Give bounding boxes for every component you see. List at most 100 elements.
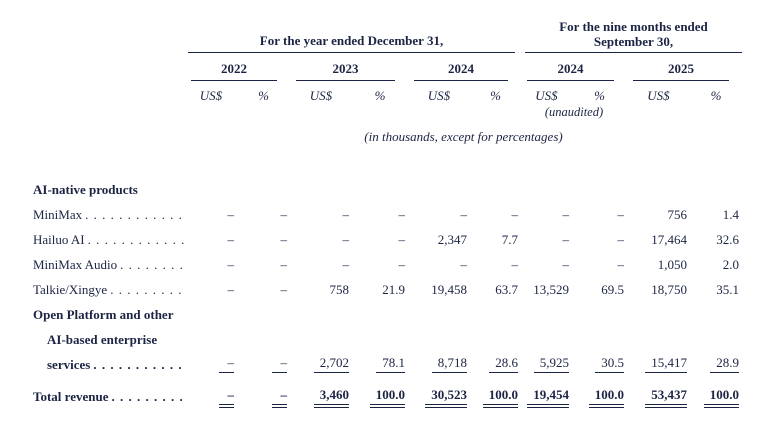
row-label: AI-native products [33,182,138,197]
value: – [227,257,235,272]
value-cell: – [237,387,290,408]
value-cell: – [237,355,290,375]
value-cell: 100.0 [352,387,408,408]
percent-unit-header: % [490,88,501,103]
value: – [227,232,235,247]
value-cell [470,348,521,350]
value-cell [290,348,352,350]
value-cell: 5,925 [521,355,572,375]
value-cell [185,348,237,350]
table-row: AI-based enterprise [33,325,767,350]
value: 35.1 [716,282,739,297]
value-cell: – [185,257,237,275]
row-label: MiniMax [33,207,83,222]
unit-header-row: US$ % US$ % US$ % US$ % US$ % [33,81,767,105]
value-cell [572,198,627,200]
value-cell [572,323,627,325]
value-cell [470,323,521,325]
currency-unit-header: US$ [647,88,670,103]
value-cell: – [521,257,572,275]
value: 5,925 [533,355,569,373]
value-cell [408,198,470,200]
row-label: AI-based enterprise [47,332,158,347]
table-body: AI-native products MiniMax – – – – – – – – 756 1.4 H… [33,175,767,408]
annual-period-header: For the year ended December 31, [188,6,515,53]
value-cell [521,323,572,325]
value: 32.6 [716,232,739,247]
value-cell [352,198,408,200]
year-column-header: 2023 [296,53,395,81]
row-label-cell: services [33,357,185,375]
value: – [219,355,234,373]
value-cell: – [185,355,237,375]
value: – [280,282,288,297]
group-header-row: For the year ended December 31, For the … [33,6,767,53]
table-row: Total revenue – – 3,460 100.0 30,523 100.0 19,4… [33,382,767,408]
annual-period-label: For the year ended December 31, [259,33,444,48]
value: – [511,257,519,272]
value-cell: – [185,207,237,225]
table-row: Talkie/Xingye – – 758 21.9 19,458 63.7 13,529 69… [33,275,767,300]
spacer [33,149,767,175]
value: 21.9 [382,282,405,297]
value: – [398,232,406,247]
value: – [272,387,287,408]
value-cell: 3,460 [290,387,352,408]
row-label: MiniMax Audio [33,257,118,272]
interim-period-header: For the nine months ended September 30, [525,6,742,53]
value-cell: 69.5 [572,282,627,300]
table-row: MiniMax – – – – – – – – 756 1.4 [33,200,767,225]
value-cell: 30,523 [408,387,470,408]
value-cell: – [352,207,408,225]
table-row: AI-native products [33,175,767,200]
value-cell: 2,702 [290,355,352,375]
value-cell [521,348,572,350]
table-row: MiniMax Audio – – – – – – – – 1,050 2.0 [33,250,767,275]
interim-period-label-line1: For the nine months ended [559,19,708,34]
value: – [511,207,519,222]
row-label: Total revenue [33,389,109,404]
value-cell [627,323,690,325]
row-label-cell: AI-based enterprise [33,332,185,350]
value: – [280,257,288,272]
year-header-row: 2022 2023 2024 2024 2025 [33,53,767,81]
value: – [219,387,234,408]
value-cell [237,323,290,325]
value-cell [352,323,408,325]
value: – [398,207,406,222]
units-note: (in thousands, except for percentages) [364,129,563,144]
row-label-cell: Total revenue [33,389,185,407]
value: 100.0 [703,387,740,408]
value: 100.0 [482,387,519,408]
value: – [280,207,288,222]
value-cell: 53,437 [627,387,690,408]
value-cell: 100.0 [470,387,521,408]
row-label-cell: AI-native products [33,182,185,200]
year-column-header: 2022 [191,53,277,81]
value: 3,460 [313,387,350,408]
value-cell: 78.1 [352,355,408,375]
row-label: Open Platform and other [33,307,174,322]
value-cell [408,323,470,325]
value: – [562,207,570,222]
value: 28.9 [710,355,739,373]
value: 2,702 [313,355,349,373]
value: 1,050 [657,257,687,272]
currency-unit-header: US$ [535,88,558,103]
value: 18,750 [651,282,687,297]
value-cell: – [521,207,572,225]
value-cell: – [521,232,572,250]
table-row: Open Platform and other [33,300,767,325]
row-label-cell: MiniMax [33,207,185,225]
value-cell: 18,750 [627,282,690,300]
value-cell: – [237,257,290,275]
value-cell: – [290,232,352,250]
value-cell: 8,718 [408,355,470,375]
value: – [398,257,406,272]
value-cell: 15,417 [627,355,690,375]
value: 2.0 [722,257,739,272]
value: 2,347 [437,232,467,247]
value: 19,454 [527,387,569,408]
value-cell: 17,464 [627,232,690,250]
